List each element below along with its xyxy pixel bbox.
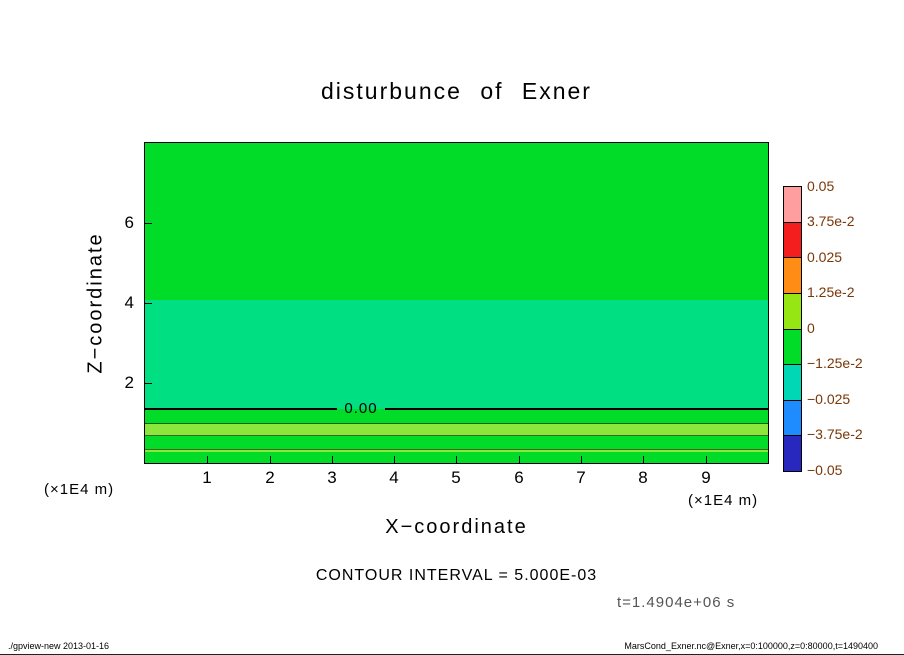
x-tick-label: 8	[638, 468, 648, 487]
colorbar-cell	[784, 328, 801, 365]
x-tick-mark	[519, 456, 520, 463]
colorbar-cell	[784, 292, 801, 329]
colorbar-label: 0.05	[807, 178, 835, 194]
x-tick-label: 7	[576, 468, 586, 487]
y-axis-tick-labels: 6 4 2	[102, 143, 134, 463]
contour-line	[145, 449, 768, 450]
zero-contour-label: 0.00	[344, 400, 378, 417]
colorbar-label: −0.025	[807, 391, 851, 407]
colorbar-label: −1.25e-2	[807, 355, 863, 371]
colorbar-label: 3.75e-2	[807, 213, 855, 229]
x-axis-tick-labels: 1 2 3 4 5 6 7 8 9	[145, 468, 768, 488]
footer-file-stamp: MarsCond_Exner.nc@Exner,x=0:100000,z=0:8…	[624, 641, 878, 651]
colorbar-cell	[784, 187, 801, 222]
colorbar-label: 1.25e-2	[807, 284, 855, 300]
x-tick-mark	[332, 456, 333, 463]
y-tick-label: 4	[124, 293, 134, 312]
plot-area: 0.00	[144, 142, 769, 464]
shade-band	[145, 300, 768, 409]
x-axis-title: X−coordinate	[385, 516, 528, 538]
colorbar-label: −3.75e-2	[807, 426, 863, 442]
x-tick-mark	[643, 456, 644, 463]
colorbar-cell	[784, 364, 801, 400]
y-axis-title: Z−coordinate	[84, 232, 107, 374]
x-tick-mark	[207, 456, 208, 463]
y-tick-mark	[145, 303, 152, 304]
shade-band	[145, 436, 768, 449]
x-tick-label: 5	[451, 468, 461, 487]
colorbar-label: 0	[807, 320, 815, 336]
x-tick-label: 3	[327, 468, 337, 487]
shade-band	[145, 449, 768, 452]
colorbar	[783, 186, 802, 472]
colorbar-label: −0.05	[807, 462, 843, 478]
contour-interval-note: CONTOUR INTERVAL = 5.000E-03	[315, 567, 598, 584]
shade-band	[145, 409, 768, 424]
y-tick-label: 2	[124, 373, 134, 392]
shade-band	[145, 143, 768, 300]
x-tick-label: 1	[202, 468, 212, 487]
x-tick-mark	[581, 456, 582, 463]
y-tick-label: 6	[124, 213, 134, 232]
colorbar-cell	[784, 221, 801, 258]
y-tick-mark	[145, 383, 152, 384]
colorbar-cell	[784, 435, 801, 471]
x-tick-mark	[456, 456, 457, 463]
contour-line	[145, 435, 768, 436]
x-axis-unit: (×1E4 m)	[688, 492, 759, 509]
colorbar-labels: 0.05 3.75e-2 0.025 1.25e-2 0 −1.25e-2 −0…	[807, 178, 897, 478]
time-annotation: t=1.4904e+06 s	[617, 594, 736, 611]
colorbar-cell	[784, 399, 801, 436]
y-axis-unit: (×1E4 m)	[44, 481, 115, 498]
contour-line	[145, 423, 768, 424]
chart-title: disturbunce of Exner	[321, 78, 592, 104]
zero-contour-line	[385, 408, 768, 410]
y-tick-mark	[145, 223, 152, 224]
colorbar-label: 0.025	[807, 249, 843, 265]
x-tick-mark	[706, 456, 707, 463]
zero-contour-line	[145, 408, 337, 410]
x-tick-label: 6	[514, 468, 524, 487]
x-tick-label: 9	[701, 468, 711, 487]
colorbar-cell	[784, 257, 801, 293]
x-tick-label: 4	[389, 468, 399, 487]
x-tick-mark	[394, 456, 395, 463]
shade-band	[145, 424, 768, 436]
x-tick-label: 2	[265, 468, 275, 487]
footer-program-stamp: ./gpview-new 2013-01-16	[8, 641, 110, 651]
x-tick-mark	[270, 456, 271, 463]
